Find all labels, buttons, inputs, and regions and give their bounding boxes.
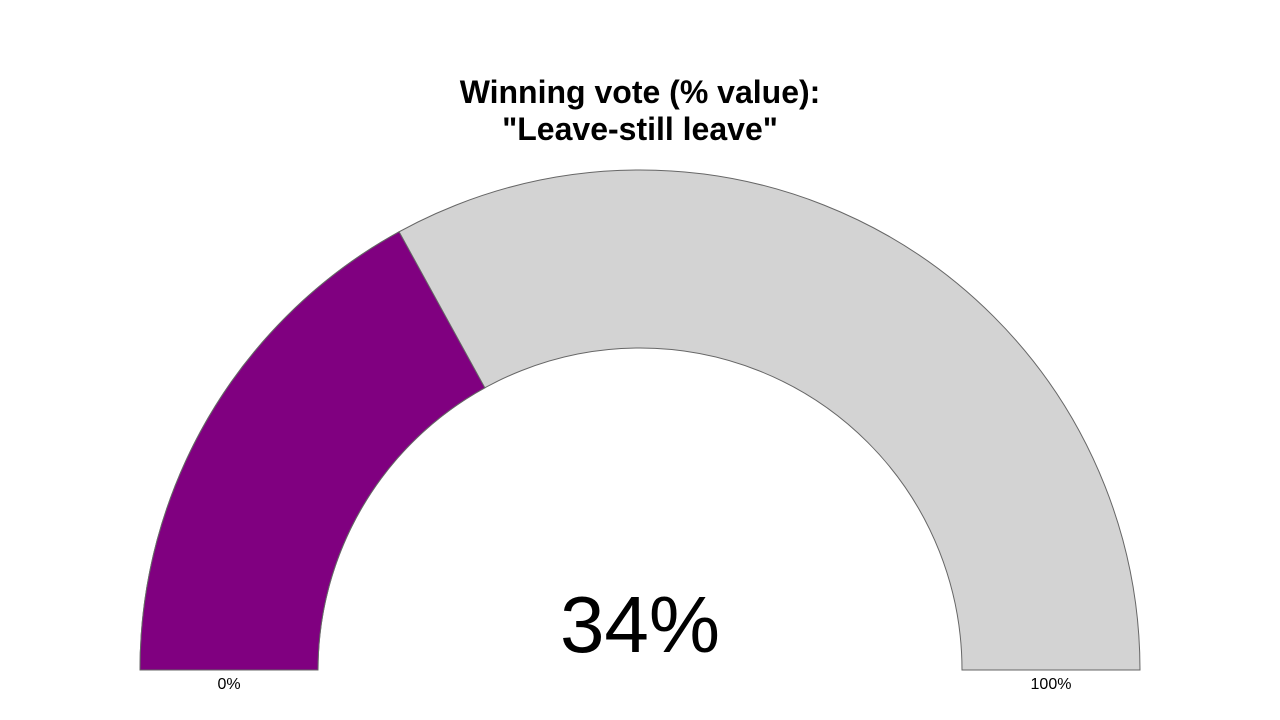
chart-title: "Leave-still leave" xyxy=(502,111,778,147)
gauge-value xyxy=(139,231,486,671)
tick-label: 0% xyxy=(217,676,240,693)
tick-label: 100% xyxy=(1031,676,1072,693)
chart-title: Winning vote (% value): xyxy=(460,74,821,110)
value-label: 34% xyxy=(560,580,720,669)
